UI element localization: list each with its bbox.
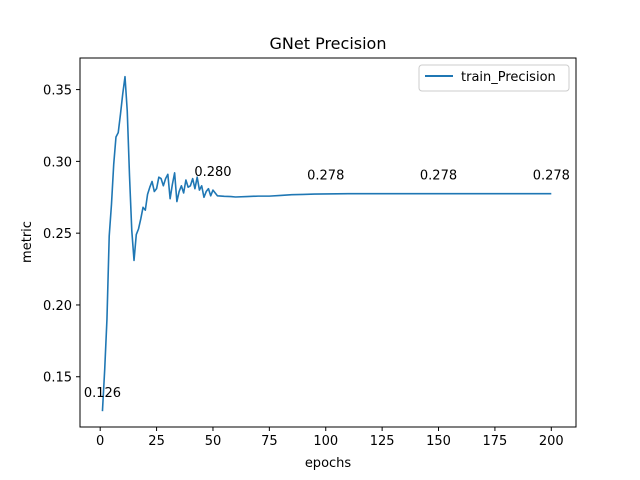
data-label: 0.278 (533, 169, 570, 184)
data-label: 0.278 (307, 169, 344, 184)
x-tick-label: 0 (96, 434, 104, 449)
y-axis-label: metric (20, 221, 35, 263)
x-tick-label: 175 (482, 434, 507, 449)
x-tick-label: 75 (261, 434, 278, 449)
x-tick-label: 125 (370, 434, 395, 449)
y-axis: 0.15 0.20 0.25 0.30 0.35 (43, 84, 80, 386)
chart-title: GNet Precision (270, 34, 387, 53)
x-axis: 0 25 50 75 100 125 150 175 200 (96, 427, 564, 449)
x-tick-label: 50 (205, 434, 222, 449)
plot-frame (79, 57, 577, 428)
x-tick-label: 200 (539, 434, 564, 449)
legend-label: train_Precision (461, 70, 556, 85)
data-label: 0.280 (194, 165, 231, 180)
x-tick-label: 150 (426, 434, 451, 449)
y-tick-label: 0.20 (43, 299, 72, 314)
annotations: 0.126 0.280 0.278 0.278 0.278 (84, 165, 570, 401)
x-tick-label: 25 (148, 434, 165, 449)
data-label: 0.126 (84, 386, 121, 401)
legend: train_Precision (418, 64, 570, 92)
y-tick-label: 0.25 (43, 227, 72, 242)
legend-box (418, 64, 570, 92)
y-tick-label: 0.30 (43, 155, 72, 170)
data-label: 0.278 (420, 169, 457, 184)
y-tick-label: 0.15 (43, 371, 72, 386)
x-axis-label: epochs (305, 456, 352, 471)
series-layer (101, 75, 552, 412)
x-tick-label: 100 (313, 434, 338, 449)
series-line-train_Precision (101, 75, 552, 412)
y-tick-label: 0.35 (43, 84, 72, 99)
